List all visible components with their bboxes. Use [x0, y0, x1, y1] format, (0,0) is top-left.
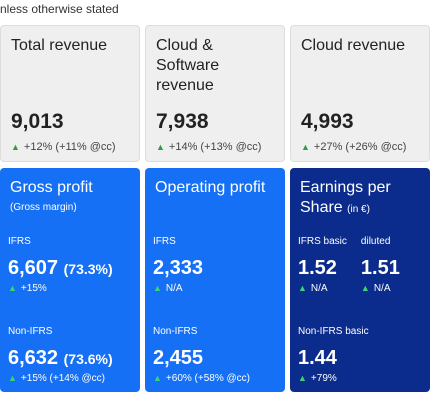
up-arrow: ▲: [298, 283, 307, 293]
card-value: 9,013: [11, 110, 64, 133]
metric-value: 6,632 (73.6%): [8, 347, 113, 370]
card-value: 7,938: [156, 110, 209, 133]
metric-row: Non-IFRS 2,455 ▲ +60% (+58% @cc): [153, 326, 281, 384]
metric: IFRS 6,607 (73.3%) ▲ +15%: [8, 236, 113, 294]
metric: Non-IFRS 6,632 (73.6%) ▲ +15% (+14% @cc): [8, 326, 113, 384]
metric-value: 2,333: [153, 257, 203, 280]
card-change: ▲ +12% (+11% @cc): [11, 141, 116, 153]
change-text: +12% (+11% @cc): [23, 141, 116, 153]
up-arrow: ▲: [360, 283, 370, 293]
metric-value: 1.44: [298, 347, 369, 370]
metric-row: IFRS basic 1.52 ▲ N/A diluted 1.51 ▲ N/A: [298, 236, 426, 294]
metric-change: ▲ +15% (+14% @cc): [8, 373, 113, 384]
kpi-card: Cloud & Software revenue 7,938 ▲ +14% (+13%…: [145, 25, 285, 162]
metric-row: IFRS 6,607 (73.3%) ▲ +15%: [8, 236, 136, 294]
card-value: 4,993: [301, 110, 354, 133]
metric: IFRS 2,333 ▲ N/A: [153, 236, 203, 294]
change-text: N/A: [310, 283, 328, 294]
up-arrow: ▲: [156, 142, 165, 152]
metric-change: ▲ N/A: [361, 283, 400, 294]
value-text: 1.51: [360, 257, 400, 279]
metric-value: 6,607 (73.3%): [8, 257, 113, 280]
metric-value: 2,455: [153, 347, 250, 370]
value-text: 6,607: [8, 257, 59, 279]
up-arrow: ▲: [11, 142, 20, 152]
card-title: Operating profit: [155, 178, 277, 198]
card-change: ▲ +14% (+13% @cc): [156, 141, 261, 153]
card-title: Gross profit (Gross margin): [10, 178, 132, 218]
metric-label: IFRS basic: [298, 236, 347, 247]
card-title: Cloud & Software revenue: [156, 37, 220, 94]
change-text: +15%: [20, 283, 47, 294]
change-text: +27% (+26% @cc): [313, 141, 407, 153]
metric-change: ▲ +60% (+58% @cc): [153, 373, 250, 384]
title-text: Operating profit: [155, 179, 266, 196]
title-text: Earnings per Share: [300, 179, 391, 216]
up-arrow: ▲: [8, 283, 17, 293]
metric: Non-IFRS 2,455 ▲ +60% (+58% @cc): [153, 326, 250, 384]
change-text: +14% (+13% @cc): [168, 141, 262, 153]
up-arrow: ▲: [153, 283, 162, 293]
subtitle: (Gross margin): [10, 202, 77, 213]
metric-label: Non-IFRS basic: [298, 326, 369, 337]
metric-row: IFRS 2,333 ▲ N/A: [153, 236, 281, 294]
value-text: 1.44: [298, 347, 337, 369]
up-arrow: ▲: [301, 142, 310, 152]
kpi-card: Operating profit IFRS 2,333 ▲ N/A Non-IFRS 2,4…: [145, 168, 285, 392]
value-text: 1.52: [298, 257, 337, 279]
title-text: Gross profit: [10, 179, 93, 196]
change-text: +60% (+58% @cc): [165, 373, 250, 384]
card-change: ▲ +27% (+26% @cc): [301, 141, 406, 153]
change-text: N/A: [373, 283, 391, 294]
margin: (73.3%): [63, 261, 113, 277]
metric-change: ▲ N/A: [153, 283, 203, 294]
value-text: 2,455: [153, 347, 204, 369]
up-arrow: ▲: [153, 373, 162, 383]
metric-value: 1.51: [361, 257, 400, 280]
metric: IFRS basic 1.52 ▲ N/A: [298, 236, 347, 294]
metric-label: Non-IFRS: [153, 326, 198, 337]
metric-change: ▲ +79%: [298, 373, 369, 384]
metric-label: diluted: [360, 236, 391, 247]
metric-label: Non-IFRS: [8, 326, 53, 337]
metric-change: ▲ +15%: [8, 283, 113, 294]
value-text: 2,333: [153, 257, 204, 279]
change-text: +79%: [310, 373, 337, 384]
metric-label: IFRS: [153, 236, 176, 247]
metric-label: IFRS: [8, 236, 31, 247]
note: nless otherwise stated: [0, 2, 119, 16]
kpi-card: Gross profit (Gross margin) IFRS 6,607 (73.…: [0, 168, 140, 392]
up-arrow: ▲: [298, 373, 307, 383]
kpi-card: Cloud revenue 4,993 ▲ +27% (+26% @cc): [290, 25, 430, 162]
up-arrow: ▲: [8, 373, 17, 383]
metric-row: Non-IFRS basic 1.44 ▲ +79%: [298, 326, 426, 384]
kpi-card: Total revenue 9,013 ▲ +12% (+11% @cc): [0, 25, 140, 162]
change-text: N/A: [165, 283, 183, 294]
metric-value: 1.52: [298, 257, 347, 280]
change-text: +15% (+14% @cc): [20, 373, 105, 384]
unit: (in €): [347, 204, 370, 215]
value-text: 6,632: [8, 347, 59, 369]
card-title: Total revenue: [11, 37, 108, 54]
metric-row: Non-IFRS 6,632 (73.6%) ▲ +15% (+14% @cc): [8, 326, 136, 384]
kpi-card: Earnings per Share (in €) IFRS basic 1.52 ▲…: [290, 168, 430, 392]
margin: (73.6%): [63, 351, 113, 367]
metric: Non-IFRS basic 1.44 ▲ +79%: [298, 326, 369, 384]
metric-change: ▲ N/A: [298, 283, 347, 294]
metric: diluted 1.51 ▲ N/A: [361, 236, 400, 294]
card-title: Cloud revenue: [301, 37, 406, 54]
card-title: Earnings per Share (in €): [300, 178, 422, 220]
